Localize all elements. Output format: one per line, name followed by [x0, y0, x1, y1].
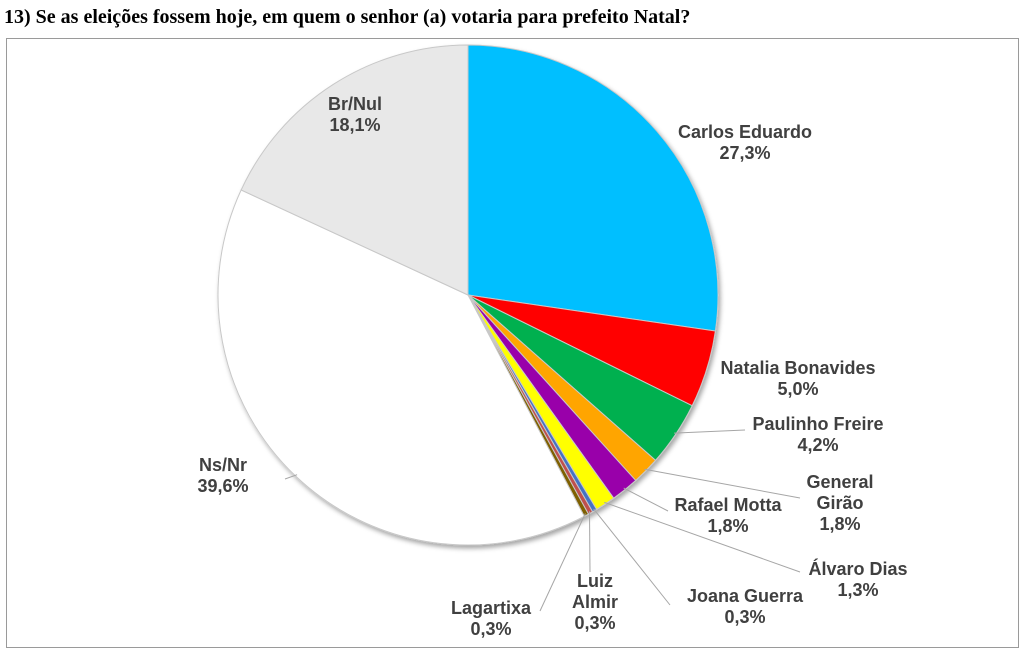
data-label-alvaro-dias: Álvaro Dias 1,3%	[808, 558, 907, 600]
data-label-carlos-eduardo: Carlos Eduardo 27,3%	[678, 122, 812, 163]
data-label-luiz-almir: Luiz Almir 0,3%	[572, 571, 618, 633]
data-label-joana-guerra: Joana Guerra 0,3%	[687, 586, 804, 627]
leader-line-joana-guerra	[593, 508, 671, 606]
pie-slice-ns-nr	[217, 189, 585, 546]
leader-line-general-girao	[644, 468, 801, 499]
chart-title: 13) Se as eleições fossem hoje, em quem …	[4, 6, 691, 28]
data-label-ns-nr: Ns/Nr 39,6%	[197, 455, 248, 496]
leader-line-rafael-motta	[623, 487, 669, 512]
leader-line-luiz-almir	[589, 511, 591, 573]
leader-line-lagartixa	[539, 513, 586, 612]
leader-line-alvaro-dias	[604, 501, 801, 573]
data-label-rafael-motta: Rafael Motta 1,8%	[674, 495, 782, 536]
data-label-natalia-bonavides: Natalia Bonavides 5,0%	[720, 358, 875, 399]
leader-line-ns-nr	[284, 474, 298, 480]
data-label-paulinho-freire: Paulinho Freire 4,2%	[752, 414, 883, 455]
chart-frame	[6, 38, 1019, 648]
pie-slice-carlos-eduardo	[467, 44, 719, 332]
data-label-general-girao: General Girão 1,8%	[806, 472, 873, 534]
data-label-lagartixa: Lagartixa 0,3%	[451, 598, 532, 639]
pie-slice-br-nul	[240, 44, 469, 296]
data-label-br-nul: Br/Nul 18,1%	[328, 94, 382, 135]
leader-line-paulinho-freire	[673, 429, 746, 434]
